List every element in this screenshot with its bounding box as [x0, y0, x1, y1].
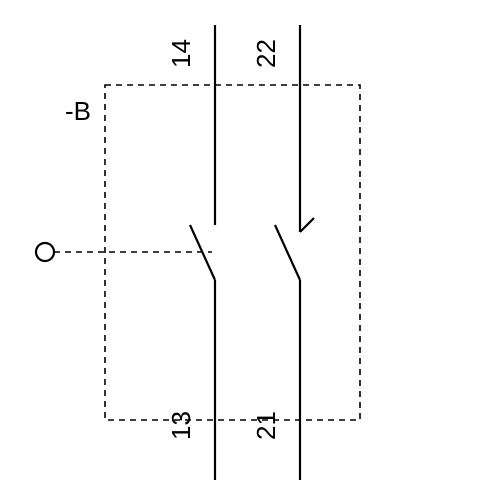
contact-1-top-label: 14 — [166, 39, 196, 68]
device-label: -B — [65, 96, 91, 126]
actuator-symbol — [36, 243, 54, 261]
contact-2-arm — [275, 225, 300, 280]
contact-2-bottom-label: 21 — [251, 411, 281, 440]
schematic-diagram: -B 14 13 22 21 — [0, 0, 500, 500]
contact-1-bottom-label: 13 — [166, 411, 196, 440]
contact-2-top-label: 22 — [251, 39, 281, 68]
contact-2-nc-tick — [300, 218, 314, 232]
